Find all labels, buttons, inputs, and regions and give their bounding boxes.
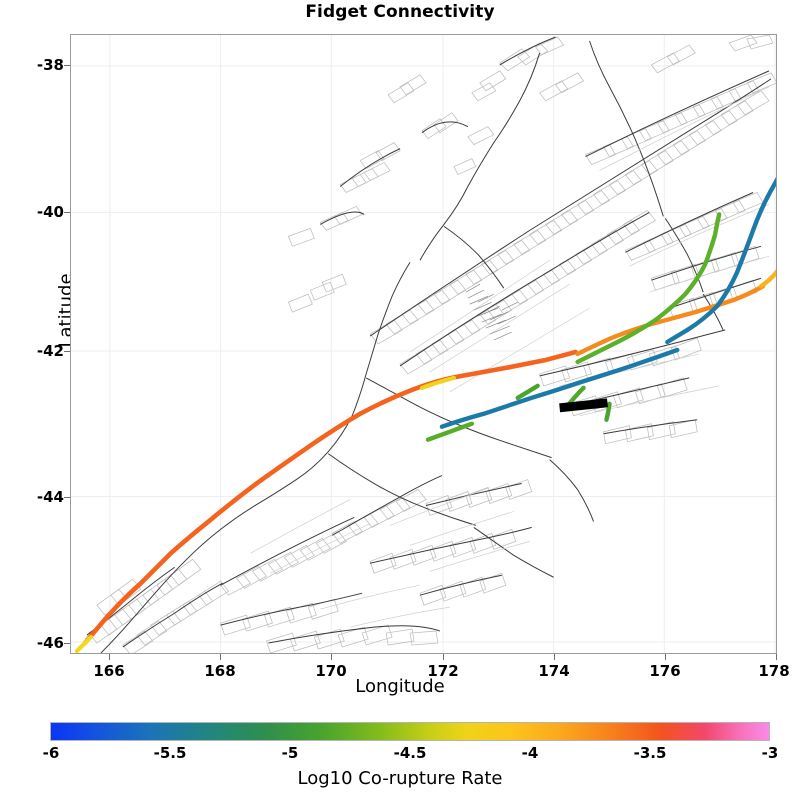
y-tickmark <box>64 497 70 498</box>
x-tick-label: 178 <box>758 662 790 680</box>
colorbar-gradient[interactable] <box>50 722 770 741</box>
y-tickmark <box>64 212 70 213</box>
fault-alpine-fault-sw-tip <box>74 634 94 653</box>
source-fault-segment <box>559 398 608 413</box>
y-tick-label: -40 <box>36 203 64 221</box>
x-tickmark <box>776 654 777 660</box>
x-tickmark <box>443 654 444 660</box>
fault-green-west-of-source <box>515 383 540 401</box>
colorbar-container[interactable] <box>50 722 770 741</box>
page-title: Fidget Connectivity <box>305 2 495 22</box>
x-tickmark <box>109 654 110 660</box>
fault-hikurangi-orange-north <box>758 269 776 289</box>
colorbar-tick-label: -3.5 <box>633 744 667 762</box>
fault-blue-northeast-branch <box>685 177 776 333</box>
colorbar-label: Log10 Co-rupture Rate <box>297 768 503 789</box>
x-axis-label: Longitude <box>355 676 445 697</box>
colorbar-tick-label: -6 <box>42 744 60 762</box>
fault-wairarapa-blue-trunk <box>439 347 680 429</box>
x-tick-label: 168 <box>204 662 236 680</box>
colorbar-tick-label: -5.5 <box>153 744 187 762</box>
fault-green-south-spur <box>604 401 612 422</box>
colorbar-tick-label: -3 <box>761 744 779 762</box>
map-svg <box>71 35 776 653</box>
x-tickmark <box>220 654 221 660</box>
fault-green-clarence-spur <box>425 421 475 442</box>
fault-dense-cluster <box>465 283 518 341</box>
fault-clutter-lines <box>250 86 770 628</box>
fault-hope-fault-east <box>575 283 766 357</box>
x-tickmark <box>554 654 555 660</box>
y-tick-label: -44 <box>36 488 64 506</box>
fault-green-awatere-branch <box>575 212 722 365</box>
x-tickmark <box>665 654 666 660</box>
fault-alpine-fault-main <box>82 349 578 646</box>
x-tick-label: 174 <box>538 662 570 680</box>
y-tick-label: -42 <box>36 342 64 360</box>
fault-alpine-fault-yellow-midsegment <box>419 375 457 390</box>
x-tick-label: 170 <box>315 662 347 680</box>
y-tick-label: -46 <box>36 634 64 652</box>
x-tick-label: 166 <box>93 662 125 680</box>
fault-blue-short-segment <box>665 327 690 345</box>
connected-fault-traces <box>74 177 776 653</box>
x-tick-label: 176 <box>649 662 681 680</box>
y-tick-label: -38 <box>36 56 64 74</box>
map-plot-area[interactable] <box>70 34 777 654</box>
y-tickmark <box>64 643 70 644</box>
colorbar-tick-label: -4 <box>521 744 539 762</box>
colorbar-tick-label: -5 <box>281 744 299 762</box>
colorbar-tick-label: -4.5 <box>393 744 427 762</box>
y-tickmark <box>64 351 70 352</box>
x-tick-label: 172 <box>427 662 459 680</box>
y-tickmark <box>64 65 70 66</box>
x-tickmark <box>331 654 332 660</box>
